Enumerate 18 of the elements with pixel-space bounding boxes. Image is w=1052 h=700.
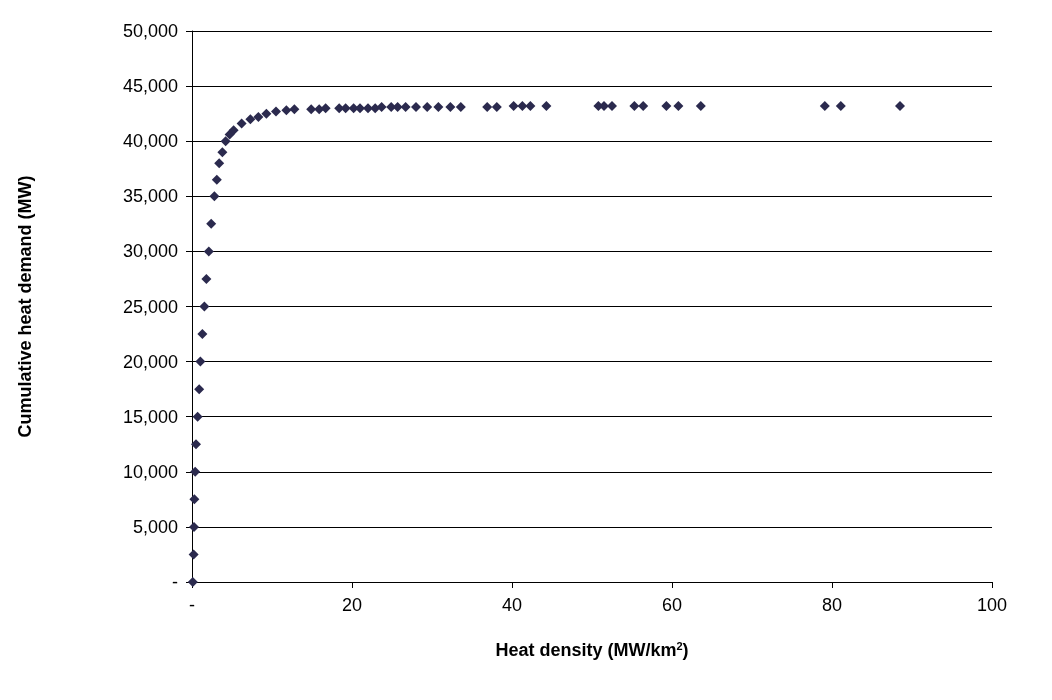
- x-tick-label: 100: [976, 595, 1008, 615]
- y-tick-label: 50,000: [122, 21, 178, 41]
- y-tick-label: 10,000: [122, 461, 178, 482]
- y-axis-title: Cumulative heat demand (MW): [15, 175, 35, 438]
- y-tick-label: 35,000: [122, 186, 178, 207]
- x-tick-label: 40: [501, 595, 523, 615]
- x-tick-label: 20: [341, 595, 363, 615]
- x-tick-label: 80: [821, 595, 843, 615]
- y-tick-label: 40,000: [122, 131, 178, 152]
- y-tick-label: 20,000: [122, 351, 178, 372]
- y-tick-label: 30,000: [122, 241, 178, 262]
- y-tick-label: 25,000: [122, 296, 178, 317]
- y-tick-label: 5,000: [132, 516, 178, 537]
- x-tick-label: -: [189, 595, 195, 615]
- y-tick-label: -: [172, 572, 178, 592]
- y-tick-label: 15,000: [122, 406, 178, 427]
- x-tick-label: 60: [661, 595, 683, 615]
- y-tick-label: 45,000: [122, 76, 178, 97]
